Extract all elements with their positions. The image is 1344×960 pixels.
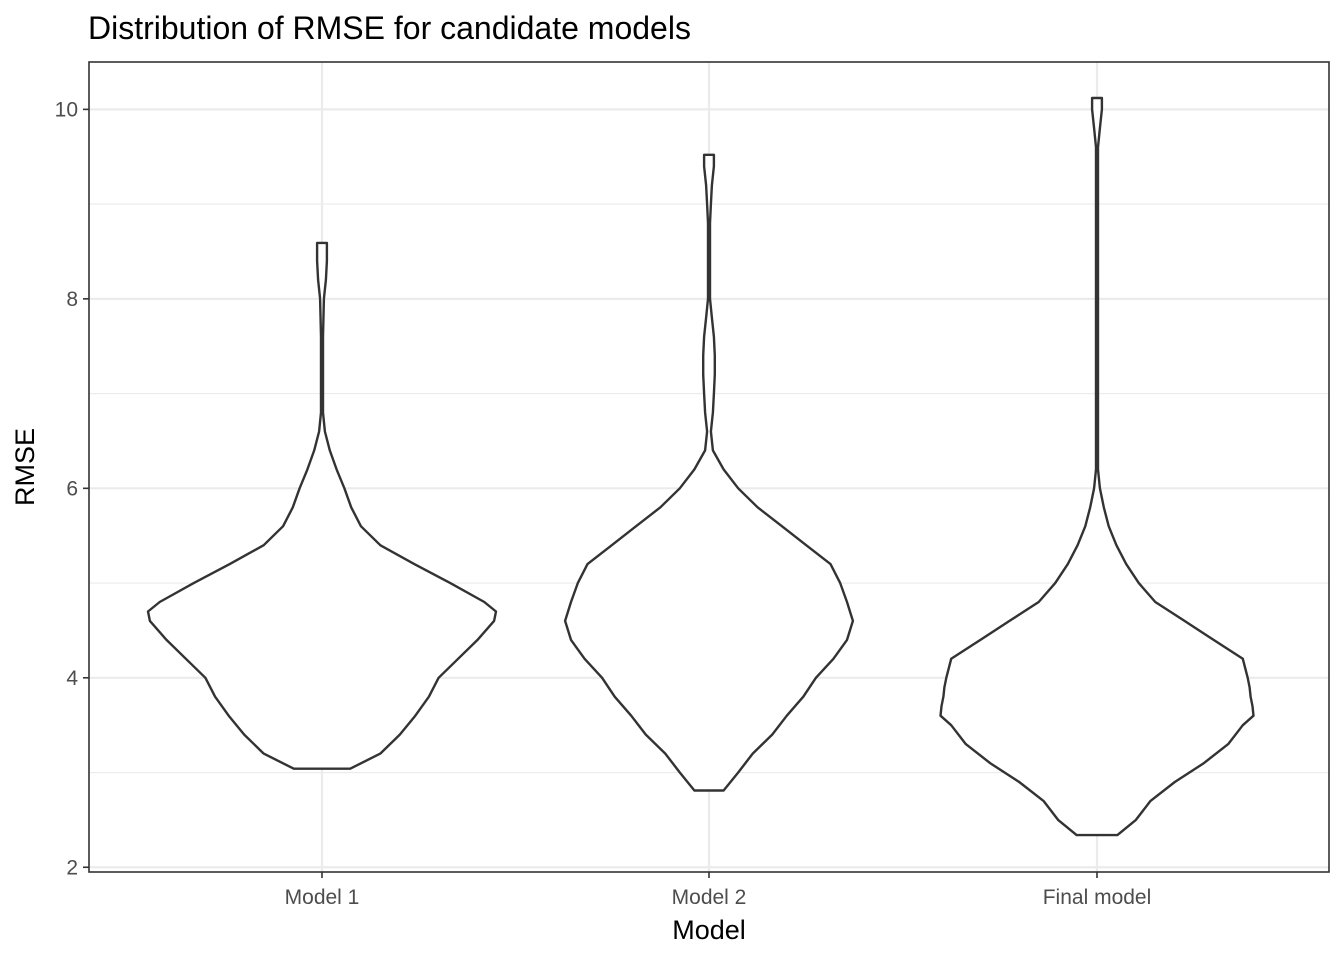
y-tick-label: 10 [55, 98, 78, 121]
y-tick-label: 6 [66, 477, 78, 500]
x-tick-label: Model 1 [285, 886, 360, 909]
axes: 2 4 6 8 10 Model 1 Model 2 Final model [55, 98, 1152, 909]
y-tick-label: 4 [66, 667, 78, 690]
y-tick-label: 2 [66, 856, 78, 879]
x-tick-label: Model 2 [672, 886, 747, 909]
x-axis-title: Model [672, 915, 746, 945]
y-axis-title: RMSE [10, 428, 40, 506]
violin-model-2 [563, 153, 855, 792]
violin-model-1 [146, 241, 498, 770]
violin-final-model [939, 96, 1255, 837]
y-tick-label: 8 [66, 288, 78, 311]
x-tick-label: Final model [1043, 886, 1152, 909]
violins [146, 96, 1255, 837]
chart-title: Distribution of RMSE for candidate model… [88, 10, 691, 46]
